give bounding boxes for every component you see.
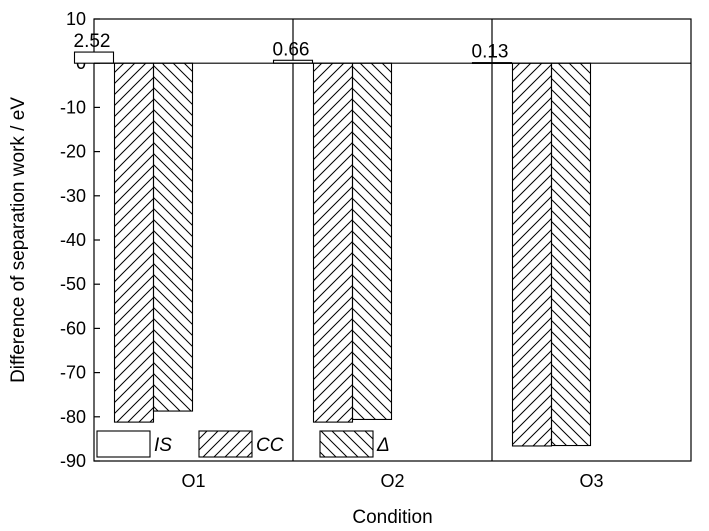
x-tick-label: O1 — [181, 471, 205, 491]
y-tick-label: 10 — [66, 9, 86, 29]
legend-swatch-3 — [319, 430, 374, 458]
bar--o3 — [550, 62, 592, 447]
y-tick-label: -10 — [60, 97, 86, 117]
y-tick-label: -20 — [60, 142, 86, 162]
legend-label-3: Δ — [376, 435, 390, 456]
y-tick-label: -70 — [60, 363, 86, 383]
x-tick-label: O2 — [380, 471, 404, 491]
x-axis-title: Condition — [352, 507, 432, 528]
data-label-o2: 0.66 — [273, 39, 310, 60]
legend-label-1: IS — [154, 435, 172, 456]
bar-cc-o3 — [511, 62, 553, 447]
y-axis-title: Difference of separation work / eV — [8, 97, 29, 383]
legend-swatch-1 — [96, 430, 151, 458]
bar-cc-o1 — [113, 62, 155, 423]
y-tick-label: -40 — [60, 230, 86, 250]
x-tick-label: O3 — [579, 471, 603, 491]
bar--o1 — [152, 62, 194, 412]
y-tick-label: -50 — [60, 274, 86, 294]
bar--o2 — [351, 62, 393, 421]
y-tick-label: -80 — [60, 407, 86, 427]
legend-swatch-2 — [198, 430, 253, 458]
y-tick-label: -30 — [60, 186, 86, 206]
data-label-o3: 0.13 — [472, 42, 509, 63]
bar-is-o1 — [73, 51, 115, 64]
legend-label-2: CC — [256, 435, 284, 456]
y-tick-label: -90 — [60, 451, 86, 471]
y-tick-label: -60 — [60, 318, 86, 338]
bar-cc-o2 — [312, 62, 354, 423]
data-label-o1: 2.52 — [74, 31, 111, 52]
